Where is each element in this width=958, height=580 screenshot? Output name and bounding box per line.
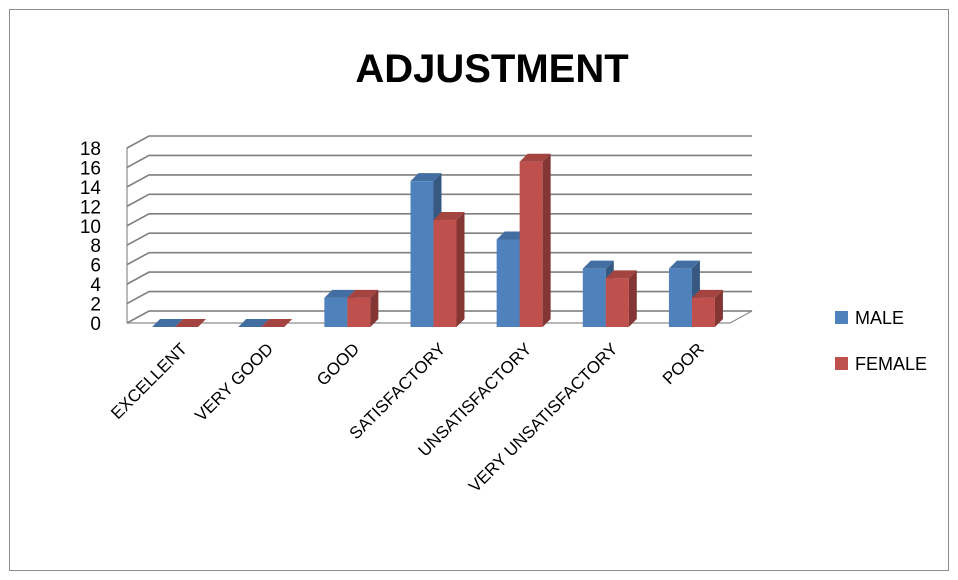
- y-tick-label: 12: [80, 197, 101, 218]
- bar-front: [691, 297, 715, 328]
- legend-swatch-female: [835, 357, 848, 370]
- y-tick-label: 6: [90, 256, 101, 277]
- bar-female-unsatisfactory: [519, 153, 551, 328]
- bar-side: [714, 289, 723, 327]
- gridline: [126, 232, 752, 246]
- y-tick-label: 4: [90, 275, 101, 296]
- x-category-label: VERY GOOD: [191, 339, 277, 425]
- bar-top: [152, 319, 184, 327]
- bar-top: [238, 319, 270, 327]
- legend-label-male: MALE: [855, 308, 904, 328]
- bar-top: [582, 260, 614, 269]
- bar-front: [347, 297, 371, 328]
- gridline: [126, 135, 752, 149]
- y-tick-label: 2: [90, 295, 101, 316]
- x-category-label: GOOD: [313, 339, 363, 389]
- bar-top: [668, 260, 700, 269]
- bar-female-very-good: [261, 319, 293, 328]
- bar-top: [410, 173, 442, 182]
- bar-top: [519, 153, 551, 162]
- x-axis-category-labels: EXCELLENT VERY GOOD GOODSATISFACTORYUNSATI…: [107, 339, 707, 496]
- bar-front: [519, 161, 543, 328]
- bar-female-poor: [691, 289, 723, 328]
- legend-label-female: FEMALE: [855, 354, 927, 374]
- gridline: [126, 212, 752, 227]
- chart-side-wall: [126, 135, 150, 323]
- bar-top: [261, 319, 293, 327]
- bar-front: [410, 181, 434, 328]
- bar-front: [433, 220, 457, 328]
- x-category-label: VERY UNSATISFACTORY: [465, 339, 622, 496]
- bar-top: [347, 289, 379, 298]
- bar-side: [456, 212, 465, 327]
- bar-top: [691, 289, 723, 298]
- bar-male-very-good: [238, 319, 270, 328]
- y-tick-label: 14: [80, 178, 102, 199]
- bar-top: [605, 270, 637, 279]
- bar-female-very-unsatisfactory: [605, 270, 637, 328]
- chart-title: ADJUSTMENT: [355, 47, 628, 91]
- y-tick-label: 18: [80, 139, 101, 160]
- y-tick-label: 8: [90, 236, 101, 257]
- bar-female-good: [347, 289, 379, 328]
- bar-top: [175, 319, 207, 327]
- bar-male-excellent: [152, 319, 184, 328]
- bar-top: [433, 212, 465, 221]
- chart-frame: [9, 9, 949, 571]
- bar-front: [496, 239, 520, 328]
- bar-front: [668, 268, 692, 328]
- bar-side: [370, 289, 379, 327]
- bar-front: [324, 297, 348, 328]
- gridline: [126, 174, 752, 188]
- bar-front: [605, 278, 629, 328]
- legend-swatch-male: [835, 311, 848, 324]
- bar-female-satisfactory: [433, 212, 465, 328]
- y-tick-label: 10: [80, 217, 101, 238]
- x-category-label: POOR: [659, 339, 708, 388]
- gridline: [126, 154, 752, 169]
- gridline: [126, 310, 752, 324]
- bar-side: [628, 270, 637, 327]
- y-tick-label: 0: [90, 314, 101, 335]
- bar-front: [582, 268, 606, 328]
- x-category-label: EXCELLENT: [107, 339, 191, 423]
- chart-legend: MALE FEMALE: [835, 308, 927, 374]
- chart-bars: [152, 153, 723, 328]
- gridline: [126, 251, 752, 266]
- gridline: [126, 290, 752, 305]
- y-tick-label: 16: [80, 158, 101, 179]
- bar-side: [542, 153, 551, 327]
- chart-gridlines: [126, 135, 752, 324]
- bar-female-excellent: [175, 319, 207, 328]
- gridline: [126, 271, 752, 285]
- bar-top: [324, 289, 356, 298]
- gridline: [126, 193, 752, 208]
